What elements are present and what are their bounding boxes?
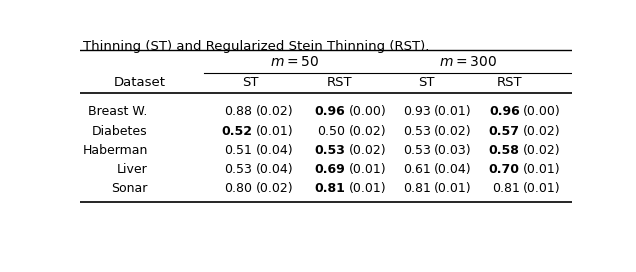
Text: (0.01): (0.01) [349, 183, 386, 196]
Text: 0.51: 0.51 [225, 144, 252, 157]
Text: (0.02): (0.02) [256, 183, 293, 196]
Text: 0.80: 0.80 [225, 183, 252, 196]
Text: Breast W.: Breast W. [88, 106, 148, 118]
Text: 0.52: 0.52 [221, 125, 252, 138]
Text: 0.53: 0.53 [403, 144, 431, 157]
Text: 0.88: 0.88 [225, 106, 252, 118]
Text: (0.03): (0.03) [434, 144, 471, 157]
Text: 0.53: 0.53 [403, 125, 431, 138]
Text: (0.04): (0.04) [256, 144, 293, 157]
Text: (0.02): (0.02) [349, 125, 386, 138]
Text: (0.01): (0.01) [434, 106, 471, 118]
Text: 0.93: 0.93 [403, 106, 431, 118]
Text: 0.57: 0.57 [488, 125, 520, 138]
Text: 0.50: 0.50 [317, 125, 345, 138]
Text: ST: ST [418, 76, 435, 89]
Text: Sonar: Sonar [111, 183, 148, 196]
Text: 0.53: 0.53 [314, 144, 345, 157]
Text: 0.58: 0.58 [489, 144, 520, 157]
Text: RST: RST [326, 76, 352, 89]
Text: (0.01): (0.01) [256, 125, 293, 138]
Text: 0.61: 0.61 [403, 163, 431, 176]
Text: 0.70: 0.70 [488, 163, 520, 176]
Text: 0.81: 0.81 [314, 183, 345, 196]
Text: 0.69: 0.69 [315, 163, 345, 176]
Text: 0.81: 0.81 [403, 183, 431, 196]
Text: ST: ST [242, 76, 258, 89]
Text: (0.04): (0.04) [256, 163, 293, 176]
Text: RST: RST [497, 76, 522, 89]
Text: Haberman: Haberman [82, 144, 148, 157]
Text: Diabetes: Diabetes [92, 125, 148, 138]
Text: Liver: Liver [117, 163, 148, 176]
Text: (0.02): (0.02) [523, 144, 560, 157]
Text: (0.01): (0.01) [434, 183, 471, 196]
Text: $m = 300$: $m = 300$ [439, 55, 497, 69]
Text: $m = 50$: $m = 50$ [270, 55, 319, 69]
Text: Dataset: Dataset [114, 76, 166, 89]
Text: Thinning (ST) and Regularized Stein Thinning (RST).: Thinning (ST) and Regularized Stein Thin… [83, 40, 430, 53]
Text: 0.96: 0.96 [315, 106, 345, 118]
Text: 0.81: 0.81 [492, 183, 520, 196]
Text: (0.01): (0.01) [523, 163, 560, 176]
Text: (0.02): (0.02) [256, 106, 293, 118]
Text: 0.96: 0.96 [489, 106, 520, 118]
Text: (0.02): (0.02) [523, 125, 560, 138]
Text: (0.02): (0.02) [434, 125, 471, 138]
Text: (0.01): (0.01) [349, 163, 386, 176]
Text: (0.02): (0.02) [349, 144, 386, 157]
Text: 0.53: 0.53 [225, 163, 252, 176]
Text: (0.00): (0.00) [349, 106, 386, 118]
Text: (0.01): (0.01) [523, 183, 560, 196]
Text: (0.00): (0.00) [523, 106, 560, 118]
Text: (0.04): (0.04) [434, 163, 471, 176]
